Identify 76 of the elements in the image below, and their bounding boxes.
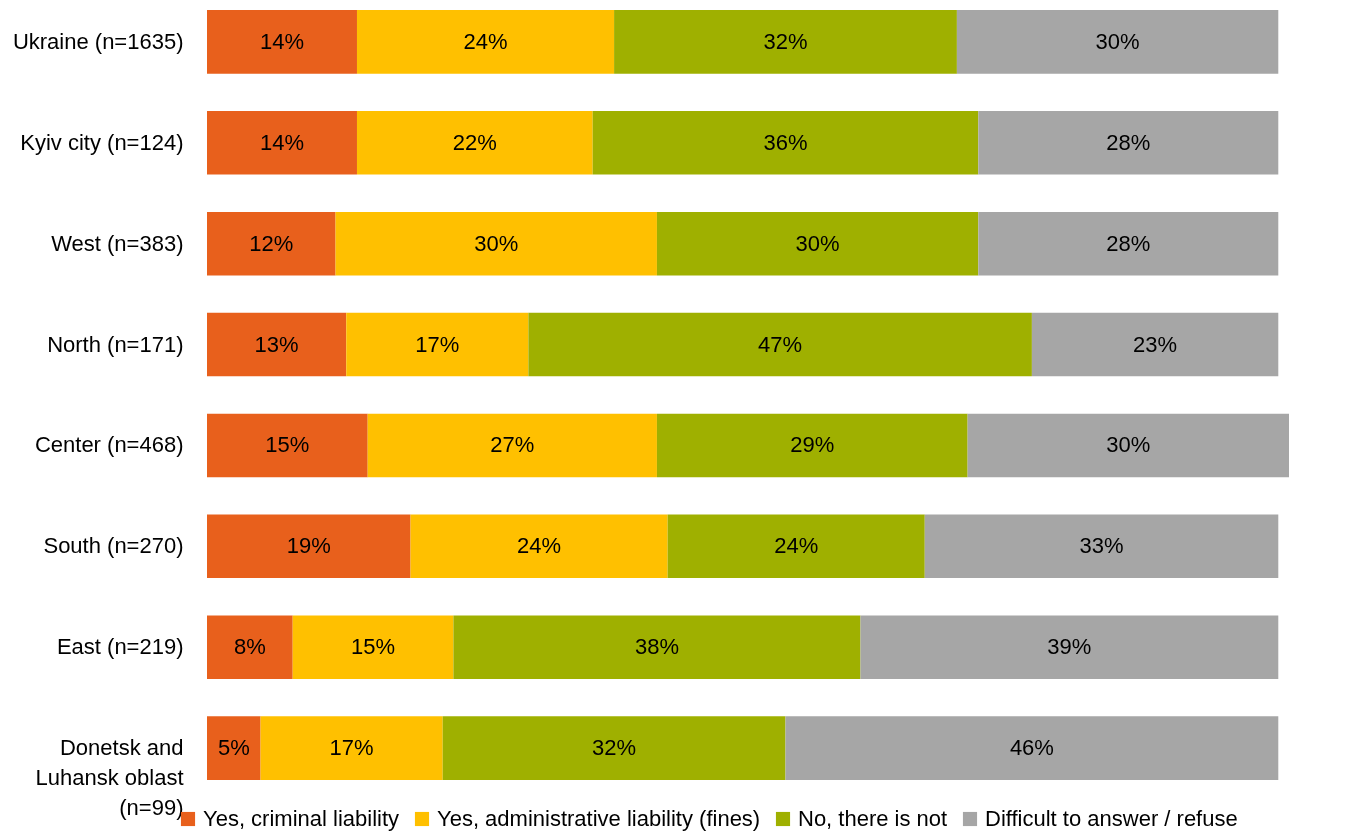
legend-label: Yes, administrative liability (fines) — [437, 806, 761, 831]
y-tick-label: Ukraine (n=1635) — [12, 28, 184, 54]
data-label: 24% — [463, 28, 508, 54]
y-tick-label: South (n=270) — [43, 533, 184, 559]
data-label: 14% — [259, 28, 305, 54]
bar — [335, 211, 657, 276]
bar — [207, 514, 411, 579]
bar — [356, 10, 615, 74]
bar — [442, 716, 786, 780]
bar — [592, 110, 979, 175]
data-label: 33% — [1079, 533, 1124, 559]
data-label: 22% — [452, 129, 497, 155]
data-label: 24% — [774, 533, 819, 559]
data-label: 14% — [259, 129, 305, 155]
bar — [956, 10, 1279, 74]
data-label: 13% — [254, 331, 299, 357]
bar — [207, 716, 261, 780]
legend-label: No, there is not — [798, 806, 948, 831]
bar — [453, 615, 861, 680]
bar — [528, 312, 1032, 377]
data-label: 38% — [634, 634, 679, 660]
bar — [967, 413, 1289, 478]
y-tick-label: West (n=383) — [51, 230, 184, 256]
bar — [207, 312, 347, 377]
data-label: 32% — [763, 28, 808, 54]
legend-label: Difficult to answer / refuse — [985, 806, 1238, 831]
data-label: 28% — [1106, 230, 1151, 256]
legend-label: Yes, criminal liability — [203, 806, 400, 831]
data-label: 30% — [795, 230, 840, 256]
bar — [410, 514, 668, 579]
bar — [656, 413, 968, 478]
data-label: 30% — [1106, 432, 1151, 458]
data-label: 46% — [1009, 735, 1054, 761]
data-label: 30% — [474, 230, 519, 256]
bar — [860, 615, 1279, 680]
bar — [207, 413, 368, 478]
data-label: 23% — [1133, 331, 1178, 357]
bar — [346, 312, 529, 377]
bar — [356, 110, 593, 175]
data-label: 29% — [790, 432, 835, 458]
data-label: 17% — [415, 331, 460, 357]
data-label: 28% — [1106, 129, 1151, 155]
data-label: 8% — [233, 634, 266, 660]
bar — [1031, 312, 1279, 377]
data-label: 27% — [490, 432, 535, 458]
data-label: 24% — [517, 533, 562, 559]
y-tick-label: Center (n=468) — [34, 432, 184, 458]
data-label: 17% — [329, 735, 374, 761]
y-tick-label: North (n=171) — [47, 331, 184, 357]
y-tick-label: Donetsk and Luhansk oblast (n=99) — [35, 735, 184, 821]
y-tick-label: East (n=219) — [56, 634, 184, 660]
bar — [207, 10, 357, 74]
data-label: 30% — [1095, 28, 1140, 54]
data-label: 36% — [763, 129, 808, 155]
bar — [656, 211, 979, 276]
y-tick-label: Kyiv city (n=124) — [20, 129, 184, 155]
data-label: 15% — [265, 432, 310, 458]
bar — [924, 514, 1279, 579]
bar — [667, 514, 925, 579]
bar — [785, 716, 1279, 780]
bar — [207, 110, 357, 175]
data-label: 15% — [351, 634, 396, 660]
bar — [978, 211, 1279, 276]
bar — [367, 413, 657, 478]
bar — [978, 110, 1279, 175]
data-label: 39% — [1047, 634, 1092, 660]
bar — [207, 615, 293, 680]
bar — [260, 716, 443, 780]
bar — [292, 615, 454, 680]
bar — [207, 211, 336, 276]
data-label: 47% — [758, 331, 803, 357]
data-label: 12% — [249, 230, 294, 256]
bar — [614, 10, 957, 74]
data-label: 5% — [217, 735, 250, 761]
data-label: 32% — [592, 735, 637, 761]
data-label: 19% — [286, 533, 331, 559]
